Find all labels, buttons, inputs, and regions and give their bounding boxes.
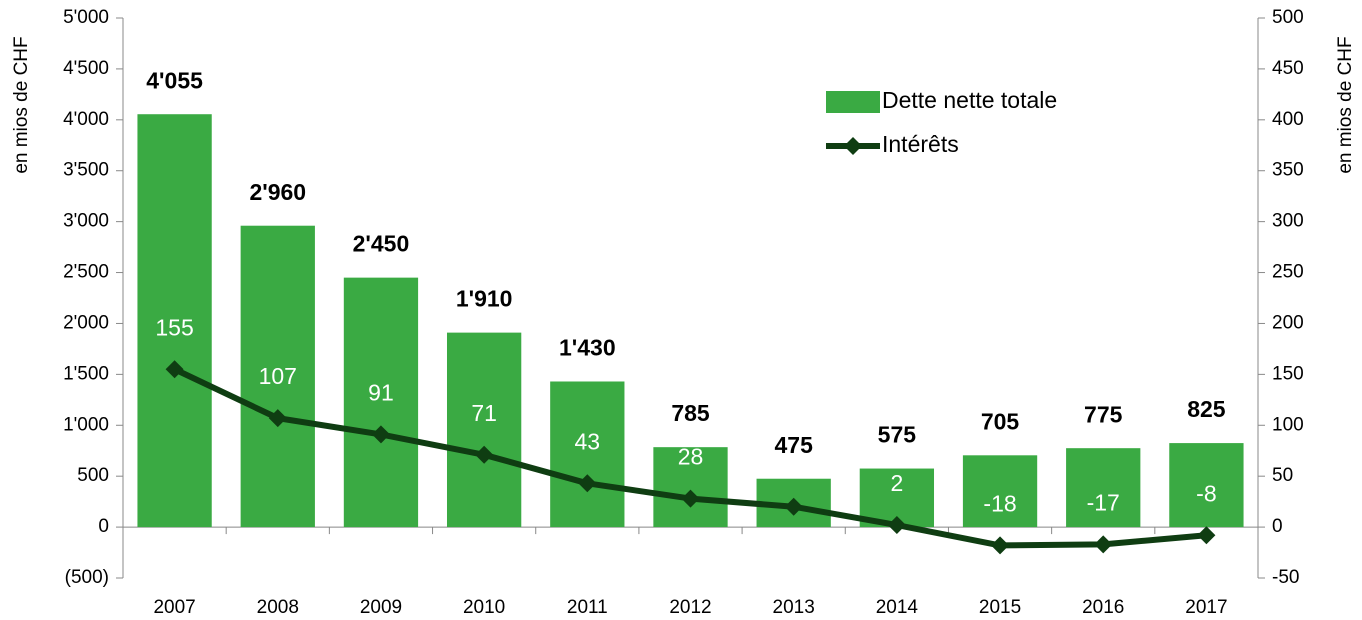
line-label: 2 xyxy=(890,470,903,496)
bar xyxy=(343,277,419,528)
x-tick-label: 2016 xyxy=(1082,597,1124,618)
line-marker xyxy=(578,474,597,493)
x-tick-label: 2007 xyxy=(153,597,195,618)
bar-label: 575 xyxy=(878,422,917,448)
y-tick-label: 5'000 xyxy=(63,7,109,28)
bar-label: 825 xyxy=(1187,396,1226,422)
y-tick-label: 500 xyxy=(77,465,109,486)
y2-tick-label: 0 xyxy=(1272,516,1283,537)
bar xyxy=(1169,443,1244,528)
bar xyxy=(653,447,728,528)
y2-tick-label: 300 xyxy=(1272,211,1304,232)
line-marker xyxy=(165,360,184,379)
y2-tick-label: -50 xyxy=(1272,567,1299,588)
x-tick-label: 2014 xyxy=(876,597,919,618)
bar xyxy=(446,332,522,528)
bar-label: 705 xyxy=(981,408,1020,434)
y2-tick-label: 200 xyxy=(1272,312,1304,333)
line-marker xyxy=(784,497,803,516)
bar-label: 1'430 xyxy=(559,335,616,361)
x-tick-label: 2012 xyxy=(669,597,711,618)
bar xyxy=(137,114,212,528)
bar xyxy=(240,225,315,528)
y2-tick-label: 500 xyxy=(1272,7,1304,28)
y2-tick-label: 250 xyxy=(1272,262,1304,283)
bar xyxy=(550,381,625,528)
line-label: -18 xyxy=(983,490,1016,516)
legend-label: Intérêts xyxy=(882,131,959,157)
line-label: -17 xyxy=(1087,489,1120,515)
line-label: 107 xyxy=(259,363,297,389)
x-tick-label: 2010 xyxy=(463,597,505,618)
y2-tick-label: 50 xyxy=(1272,465,1293,486)
x-tick-label: 2009 xyxy=(360,597,402,618)
y-tick-label: 4'500 xyxy=(63,58,109,79)
bar-label: 2'450 xyxy=(353,231,410,257)
y2-tick-label: 400 xyxy=(1272,109,1304,130)
line-marker xyxy=(371,425,390,444)
bar-label: 475 xyxy=(774,432,813,458)
y-tick-label: 1'500 xyxy=(63,363,109,384)
y2-tick-label: 450 xyxy=(1272,58,1304,79)
x-tick-label: 2017 xyxy=(1185,597,1227,618)
legend-swatch xyxy=(826,91,880,113)
y-tick-label: 0 xyxy=(98,516,109,537)
line-marker xyxy=(1197,526,1216,545)
line-label: -8 xyxy=(1196,480,1216,506)
line-label: 43 xyxy=(575,428,601,454)
bar-label: 4'055 xyxy=(146,67,203,93)
line-marker xyxy=(268,409,287,428)
line-marker xyxy=(681,489,700,508)
y-axis-title: en mios de CHF xyxy=(11,36,32,173)
bar-label: 775 xyxy=(1084,401,1123,427)
y-tick-label: 3'000 xyxy=(63,211,109,232)
y2-axis-title: en mios de CHF xyxy=(1335,36,1356,173)
legend-label: Dette nette totale xyxy=(882,87,1057,113)
bar-label: 785 xyxy=(671,400,710,426)
bar-label: 2'960 xyxy=(249,179,306,205)
line-marker xyxy=(991,536,1010,555)
y2-tick-label: 150 xyxy=(1272,363,1304,384)
line-marker xyxy=(475,445,494,464)
line-label: 91 xyxy=(368,380,394,406)
y-tick-label: 2'000 xyxy=(63,312,109,333)
x-tick-label: 2013 xyxy=(773,597,815,618)
bar xyxy=(962,455,1038,528)
line-marker xyxy=(887,516,906,535)
y-tick-label: 2'500 xyxy=(63,262,109,283)
line-label: 20 xyxy=(781,452,807,478)
bar xyxy=(1066,448,1141,528)
x-tick-label: 2015 xyxy=(979,597,1021,618)
line-label: 28 xyxy=(678,444,704,470)
bar-label: 1'910 xyxy=(456,286,513,312)
y-tick-label: 1'000 xyxy=(63,414,109,435)
y-tick-label: (500) xyxy=(65,567,109,588)
x-tick-label: 2008 xyxy=(257,597,299,618)
legend-marker xyxy=(844,137,862,155)
x-tick-label: 2011 xyxy=(567,597,608,618)
line-label: 71 xyxy=(471,400,497,426)
y2-tick-label: 350 xyxy=(1272,160,1304,181)
line-label: 155 xyxy=(155,314,193,340)
y-tick-label: 4'000 xyxy=(63,109,109,130)
y2-tick-label: 100 xyxy=(1272,414,1304,435)
y-tick-label: 3'500 xyxy=(63,160,109,181)
line-marker xyxy=(1094,535,1113,554)
